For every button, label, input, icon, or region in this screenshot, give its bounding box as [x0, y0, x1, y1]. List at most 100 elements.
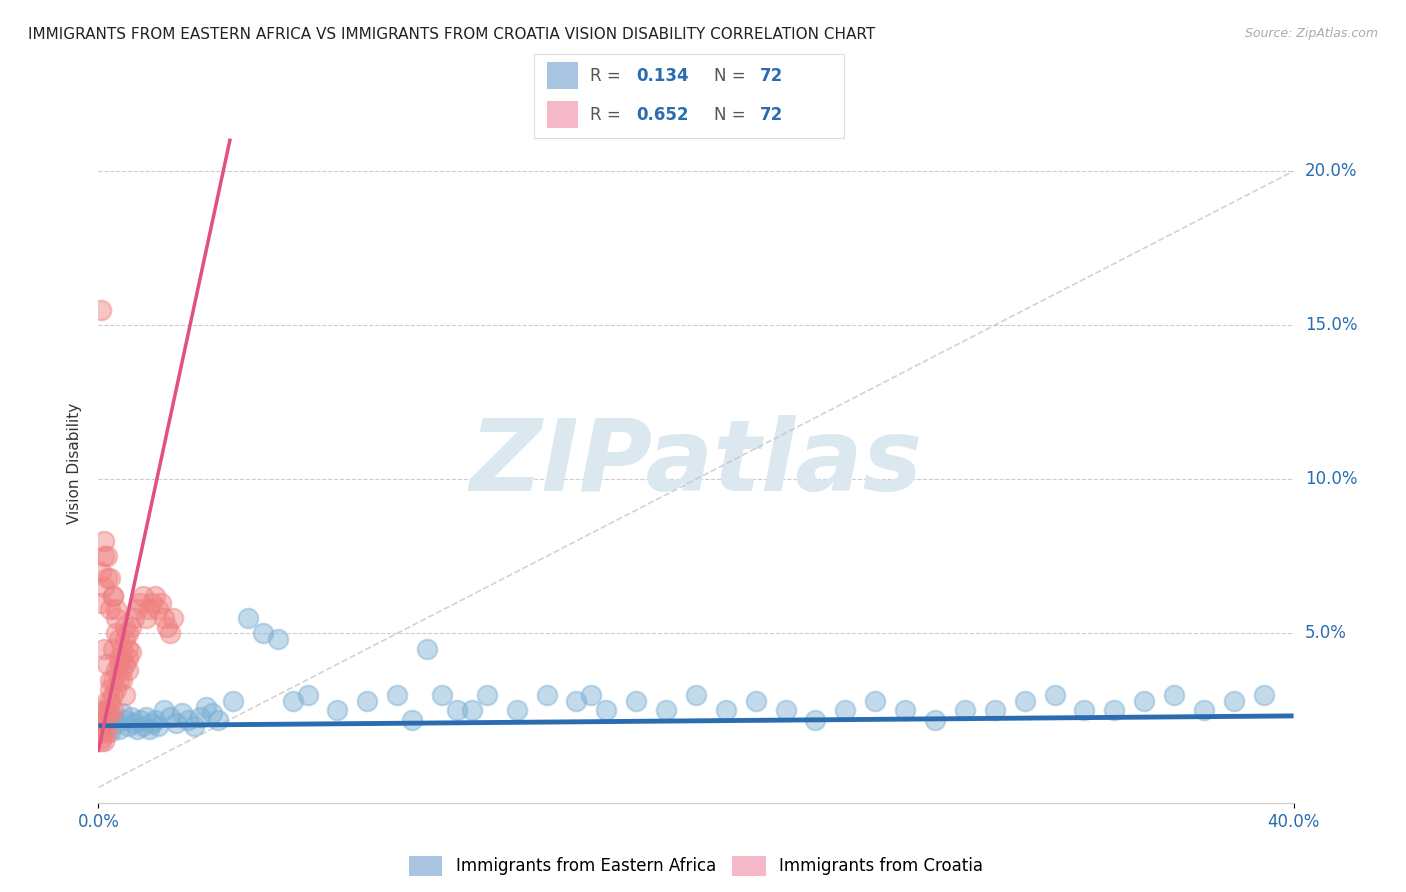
Point — [114, 632, 136, 647]
Point — [132, 719, 155, 733]
Point — [93, 641, 115, 656]
Point — [222, 694, 245, 708]
Point — [143, 713, 166, 727]
Point — [150, 595, 173, 609]
Point — [1043, 688, 1066, 702]
Point — [129, 595, 152, 609]
Point — [624, 694, 647, 708]
Point — [138, 722, 160, 736]
Point — [141, 715, 163, 730]
Point — [124, 715, 146, 730]
Point — [267, 632, 290, 647]
Point — [117, 626, 139, 640]
Text: Source: ZipAtlas.com: Source: ZipAtlas.com — [1244, 27, 1378, 40]
Point — [117, 719, 139, 733]
Point — [162, 611, 184, 625]
Text: N =: N = — [714, 67, 751, 85]
Point — [111, 651, 134, 665]
Point — [159, 626, 181, 640]
Point — [93, 713, 115, 727]
Point — [103, 703, 125, 717]
Point — [536, 688, 558, 702]
Point — [924, 713, 946, 727]
Point — [401, 713, 423, 727]
Point — [135, 709, 157, 723]
Point — [108, 722, 131, 736]
Point — [1104, 703, 1126, 717]
Text: R =: R = — [591, 105, 626, 123]
Point — [127, 601, 149, 615]
Point — [356, 694, 378, 708]
Point — [98, 673, 122, 687]
Text: R =: R = — [591, 67, 626, 85]
Point — [834, 703, 856, 717]
Point — [98, 681, 122, 696]
Point — [93, 734, 115, 748]
Point — [143, 590, 166, 604]
Point — [252, 626, 274, 640]
Point — [117, 663, 139, 677]
Point — [90, 302, 112, 317]
Point — [153, 611, 176, 625]
Point — [655, 703, 678, 717]
Point — [93, 580, 115, 594]
Point — [114, 713, 136, 727]
Point — [96, 571, 118, 585]
Point — [114, 688, 136, 702]
Point — [953, 703, 976, 717]
Point — [1014, 694, 1036, 708]
Point — [159, 709, 181, 723]
Point — [124, 611, 146, 625]
Point — [148, 719, 170, 733]
Point — [120, 645, 142, 659]
Point — [93, 533, 115, 548]
Point — [98, 694, 122, 708]
Point — [90, 565, 112, 579]
Point — [581, 688, 603, 702]
Point — [595, 703, 617, 717]
Point — [103, 590, 125, 604]
Point — [93, 549, 115, 564]
Point — [983, 703, 1005, 717]
Point — [114, 620, 136, 634]
Point — [194, 700, 218, 714]
Bar — [547, 101, 578, 128]
Point — [129, 713, 152, 727]
Point — [183, 719, 205, 733]
Point — [201, 706, 224, 721]
Point — [117, 651, 139, 665]
Legend: Immigrants from Eastern Africa, Immigrants from Croatia: Immigrants from Eastern Africa, Immigran… — [402, 849, 990, 882]
Point — [98, 725, 122, 739]
Point — [127, 722, 149, 736]
Point — [98, 601, 122, 615]
Point — [108, 632, 131, 647]
Point — [430, 688, 453, 702]
Text: ZIPatlas: ZIPatlas — [470, 416, 922, 512]
Point — [446, 703, 468, 717]
Point — [416, 641, 439, 656]
Point — [103, 641, 125, 656]
Point — [775, 703, 797, 717]
Point — [105, 715, 128, 730]
Text: 10.0%: 10.0% — [1305, 470, 1357, 488]
Point — [1133, 694, 1156, 708]
Point — [714, 703, 737, 717]
Point — [177, 713, 200, 727]
Point — [90, 713, 112, 727]
Point — [93, 703, 115, 717]
Point — [96, 703, 118, 717]
Point — [93, 725, 115, 739]
Point — [685, 688, 707, 702]
Point — [108, 657, 131, 672]
Point — [148, 601, 170, 615]
Point — [1163, 688, 1185, 702]
Point — [745, 694, 768, 708]
Point — [1073, 703, 1095, 717]
Point — [103, 673, 125, 687]
Point — [141, 595, 163, 609]
Point — [103, 709, 125, 723]
Text: 15.0%: 15.0% — [1305, 316, 1357, 334]
Point — [120, 709, 142, 723]
Point — [96, 549, 118, 564]
Point — [117, 641, 139, 656]
